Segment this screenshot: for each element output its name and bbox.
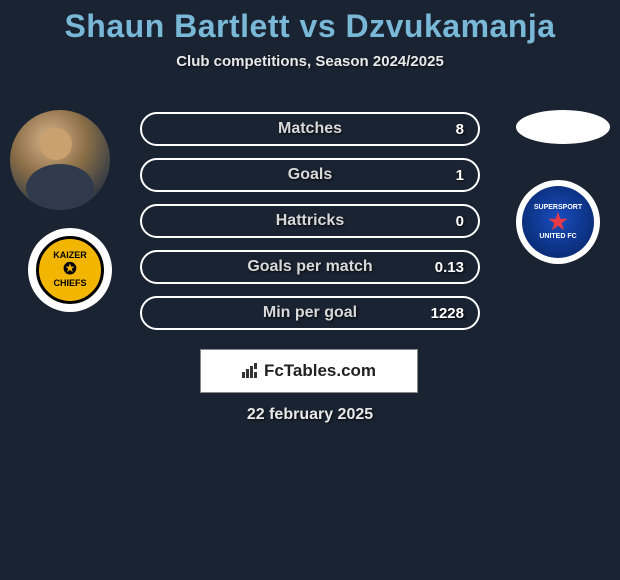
club-badge-left-text-top: KAIZER <box>53 251 87 261</box>
stat-label: Matches <box>142 120 478 138</box>
stat-row: Goals per match 0.13 <box>140 250 480 284</box>
stat-row: Matches 8 <box>140 112 480 146</box>
stat-label: Min per goal <box>142 304 478 322</box>
stat-label: Hattricks <box>142 212 478 230</box>
club-badge-right: SUPERSPORT ★ UNITED FC <box>516 180 600 264</box>
page-title: Shaun Bartlett vs Dzvukamanja <box>0 0 620 45</box>
stat-label: Goals <box>142 166 478 184</box>
club-badge-left-text-bottom: CHIEFS <box>53 279 86 289</box>
brand-box: FcTables.com <box>200 349 418 393</box>
comparison-infographic: Shaun Bartlett vs Dzvukamanja Club compe… <box>0 0 620 580</box>
club-badge-right-text-bottom: UNITED FC <box>539 233 576 240</box>
stat-right-value: 0 <box>456 213 464 230</box>
star-icon: ★ <box>548 211 568 233</box>
club-badge-right-inner: SUPERSPORT ★ UNITED FC <box>522 186 594 258</box>
stat-row: Hattricks 0 <box>140 204 480 238</box>
person-silhouette-icon <box>10 110 110 210</box>
stats-table: Matches 8 Goals 1 Hattricks 0 Goals per … <box>140 112 480 342</box>
brand-text: FcTables.com <box>264 361 376 381</box>
stat-row: Goals 1 <box>140 158 480 192</box>
page-subtitle: Club competitions, Season 2024/2025 <box>0 53 620 70</box>
infographic-date: 22 february 2025 <box>0 406 620 424</box>
stat-right-value: 1 <box>456 167 464 184</box>
stat-row: Min per goal 1228 <box>140 296 480 330</box>
player-left-photo <box>10 110 110 210</box>
player-right-photo <box>516 110 610 144</box>
stat-right-value: 1228 <box>431 305 464 322</box>
club-badge-left-inner: KAIZER ✪ CHIEFS <box>36 236 104 304</box>
club-badge-left: KAIZER ✪ CHIEFS <box>28 228 112 312</box>
stat-label: Goals per match <box>142 258 478 276</box>
bar-chart-icon <box>242 364 260 378</box>
stat-right-value: 8 <box>456 121 464 138</box>
stat-right-value: 0.13 <box>435 259 464 276</box>
